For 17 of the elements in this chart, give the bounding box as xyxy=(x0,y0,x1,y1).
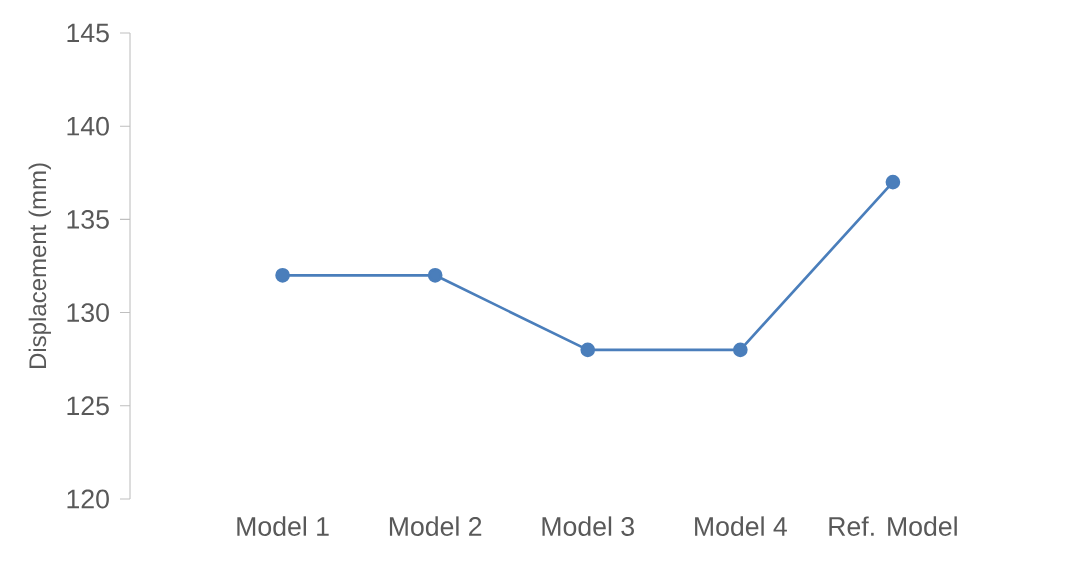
x-tick-label: Ref. Model xyxy=(829,516,957,536)
y-tick-label: 135 xyxy=(67,209,109,229)
x-tick-label: Model 1 xyxy=(237,516,329,536)
point xyxy=(427,267,443,283)
y-tick-label: 145 xyxy=(67,23,109,43)
y-axis-title: Displacement (mm) xyxy=(28,163,51,369)
y-tick-label: 125 xyxy=(67,396,109,416)
y-tick-label: 140 xyxy=(67,116,109,136)
point xyxy=(885,174,901,190)
y-tick-label: 130 xyxy=(67,303,109,323)
point xyxy=(732,342,748,358)
x-tick-label: Model 2 xyxy=(389,516,482,536)
y-tick-label: 120 xyxy=(67,489,109,509)
x-tick-label: Model 4 xyxy=(695,516,787,536)
x-tick-label: Model 3 xyxy=(542,516,634,536)
point xyxy=(275,267,290,283)
point xyxy=(580,342,596,358)
